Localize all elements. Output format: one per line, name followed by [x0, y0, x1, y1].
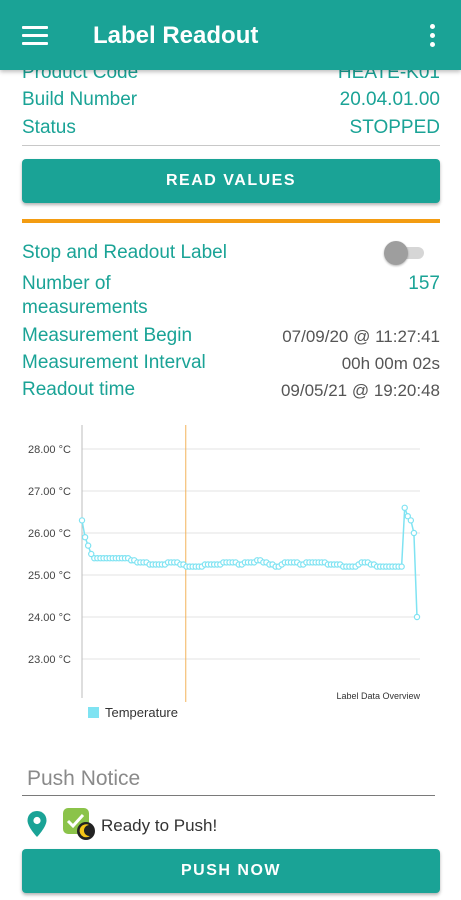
divider	[22, 145, 440, 146]
page-title: Label Readout	[93, 22, 259, 49]
temperature-chart[interactable]: 28.00 °C 27.00 °C 26.00 °C 25.00 °C 24.00 °C…	[0, 420, 461, 730]
measurements-value: 157	[408, 273, 440, 294]
app-bar: Label Readout	[0, 0, 461, 70]
measurements-label-line1: Number of	[22, 273, 111, 294]
readout-time-value: 09/05/21 @ 19:20:48	[280, 381, 440, 400]
data-point	[398, 563, 405, 570]
push-notice-input[interactable]: Push Notice	[22, 765, 435, 796]
data-point	[410, 529, 418, 537]
y-tick-label: 28.00 °C	[28, 444, 71, 456]
measurements-row: Number of measurements 157	[22, 273, 440, 323]
measurement-interval-row: Measurement Interval 00h 00m 02s	[22, 352, 440, 380]
measurement-begin-row: Measurement Begin 07/09/20 @ 11:27:41	[22, 325, 440, 353]
readout-time-row: Readout time 09/05/21 @ 19:20:48	[22, 379, 440, 407]
stop-readout-toggle[interactable]	[384, 241, 426, 265]
build-number-value: 20.04.01.00	[339, 89, 440, 110]
y-tick-label: 25.00 °C	[28, 570, 71, 582]
legend-swatch	[88, 707, 99, 718]
data-point	[404, 512, 411, 520]
stop-readout-label: Stop and Readout Label	[22, 242, 227, 263]
status-row: Status STOPPED	[22, 117, 440, 145]
data-point	[407, 517, 415, 524]
y-tick-label: 27.00 °C	[28, 486, 71, 498]
push-now-button[interactable]: PUSH NOW	[22, 849, 440, 893]
data-point	[78, 517, 86, 524]
measurement-begin-value: 07/09/20 @ 11:27:41	[282, 327, 440, 346]
build-number-label: Build Number	[22, 89, 138, 110]
y-tick-label: 23.00 °C	[28, 654, 71, 666]
hamburger-menu-icon[interactable]	[22, 26, 48, 46]
push-status-text: Ready to Push!	[101, 816, 218, 835]
stop-readout-row: Stop and Readout Label	[22, 242, 440, 270]
measurement-interval-value: 00h 00m 02s	[341, 354, 440, 373]
data-point	[413, 613, 421, 621]
more-options-icon[interactable]	[424, 24, 440, 48]
y-tick-label: 26.00 °C	[28, 528, 71, 540]
readout-time-label: Readout time	[22, 379, 136, 400]
toggle-thumb	[384, 241, 408, 265]
location-pin-icon[interactable]	[26, 810, 48, 838]
measurement-interval-label: Measurement Interval	[22, 352, 206, 373]
chart-description: Label Data Overview	[336, 691, 420, 701]
ready-status-icon	[63, 808, 95, 840]
chart-svg: 28.00 °C 27.00 °C 26.00 °C 25.00 °C 24.00 °C…	[28, 425, 421, 702]
legend-label: Temperature	[105, 705, 178, 720]
section-divider	[22, 219, 440, 223]
measurements-label-line2: measurements	[22, 297, 148, 318]
data-point	[88, 550, 95, 558]
data-point	[401, 504, 408, 512]
push-notice-placeholder: Push Notice	[27, 767, 141, 790]
build-number-row: Build Number 20.04.01.00	[22, 89, 440, 117]
data-point	[81, 533, 89, 541]
status-value: STOPPED	[349, 117, 440, 138]
measurement-begin-label: Measurement Begin	[22, 325, 193, 346]
y-tick-label: 24.00 °C	[28, 612, 71, 624]
status-label: Status	[22, 117, 76, 138]
read-values-button[interactable]: READ VALUES	[22, 159, 440, 203]
data-point	[84, 542, 92, 549]
